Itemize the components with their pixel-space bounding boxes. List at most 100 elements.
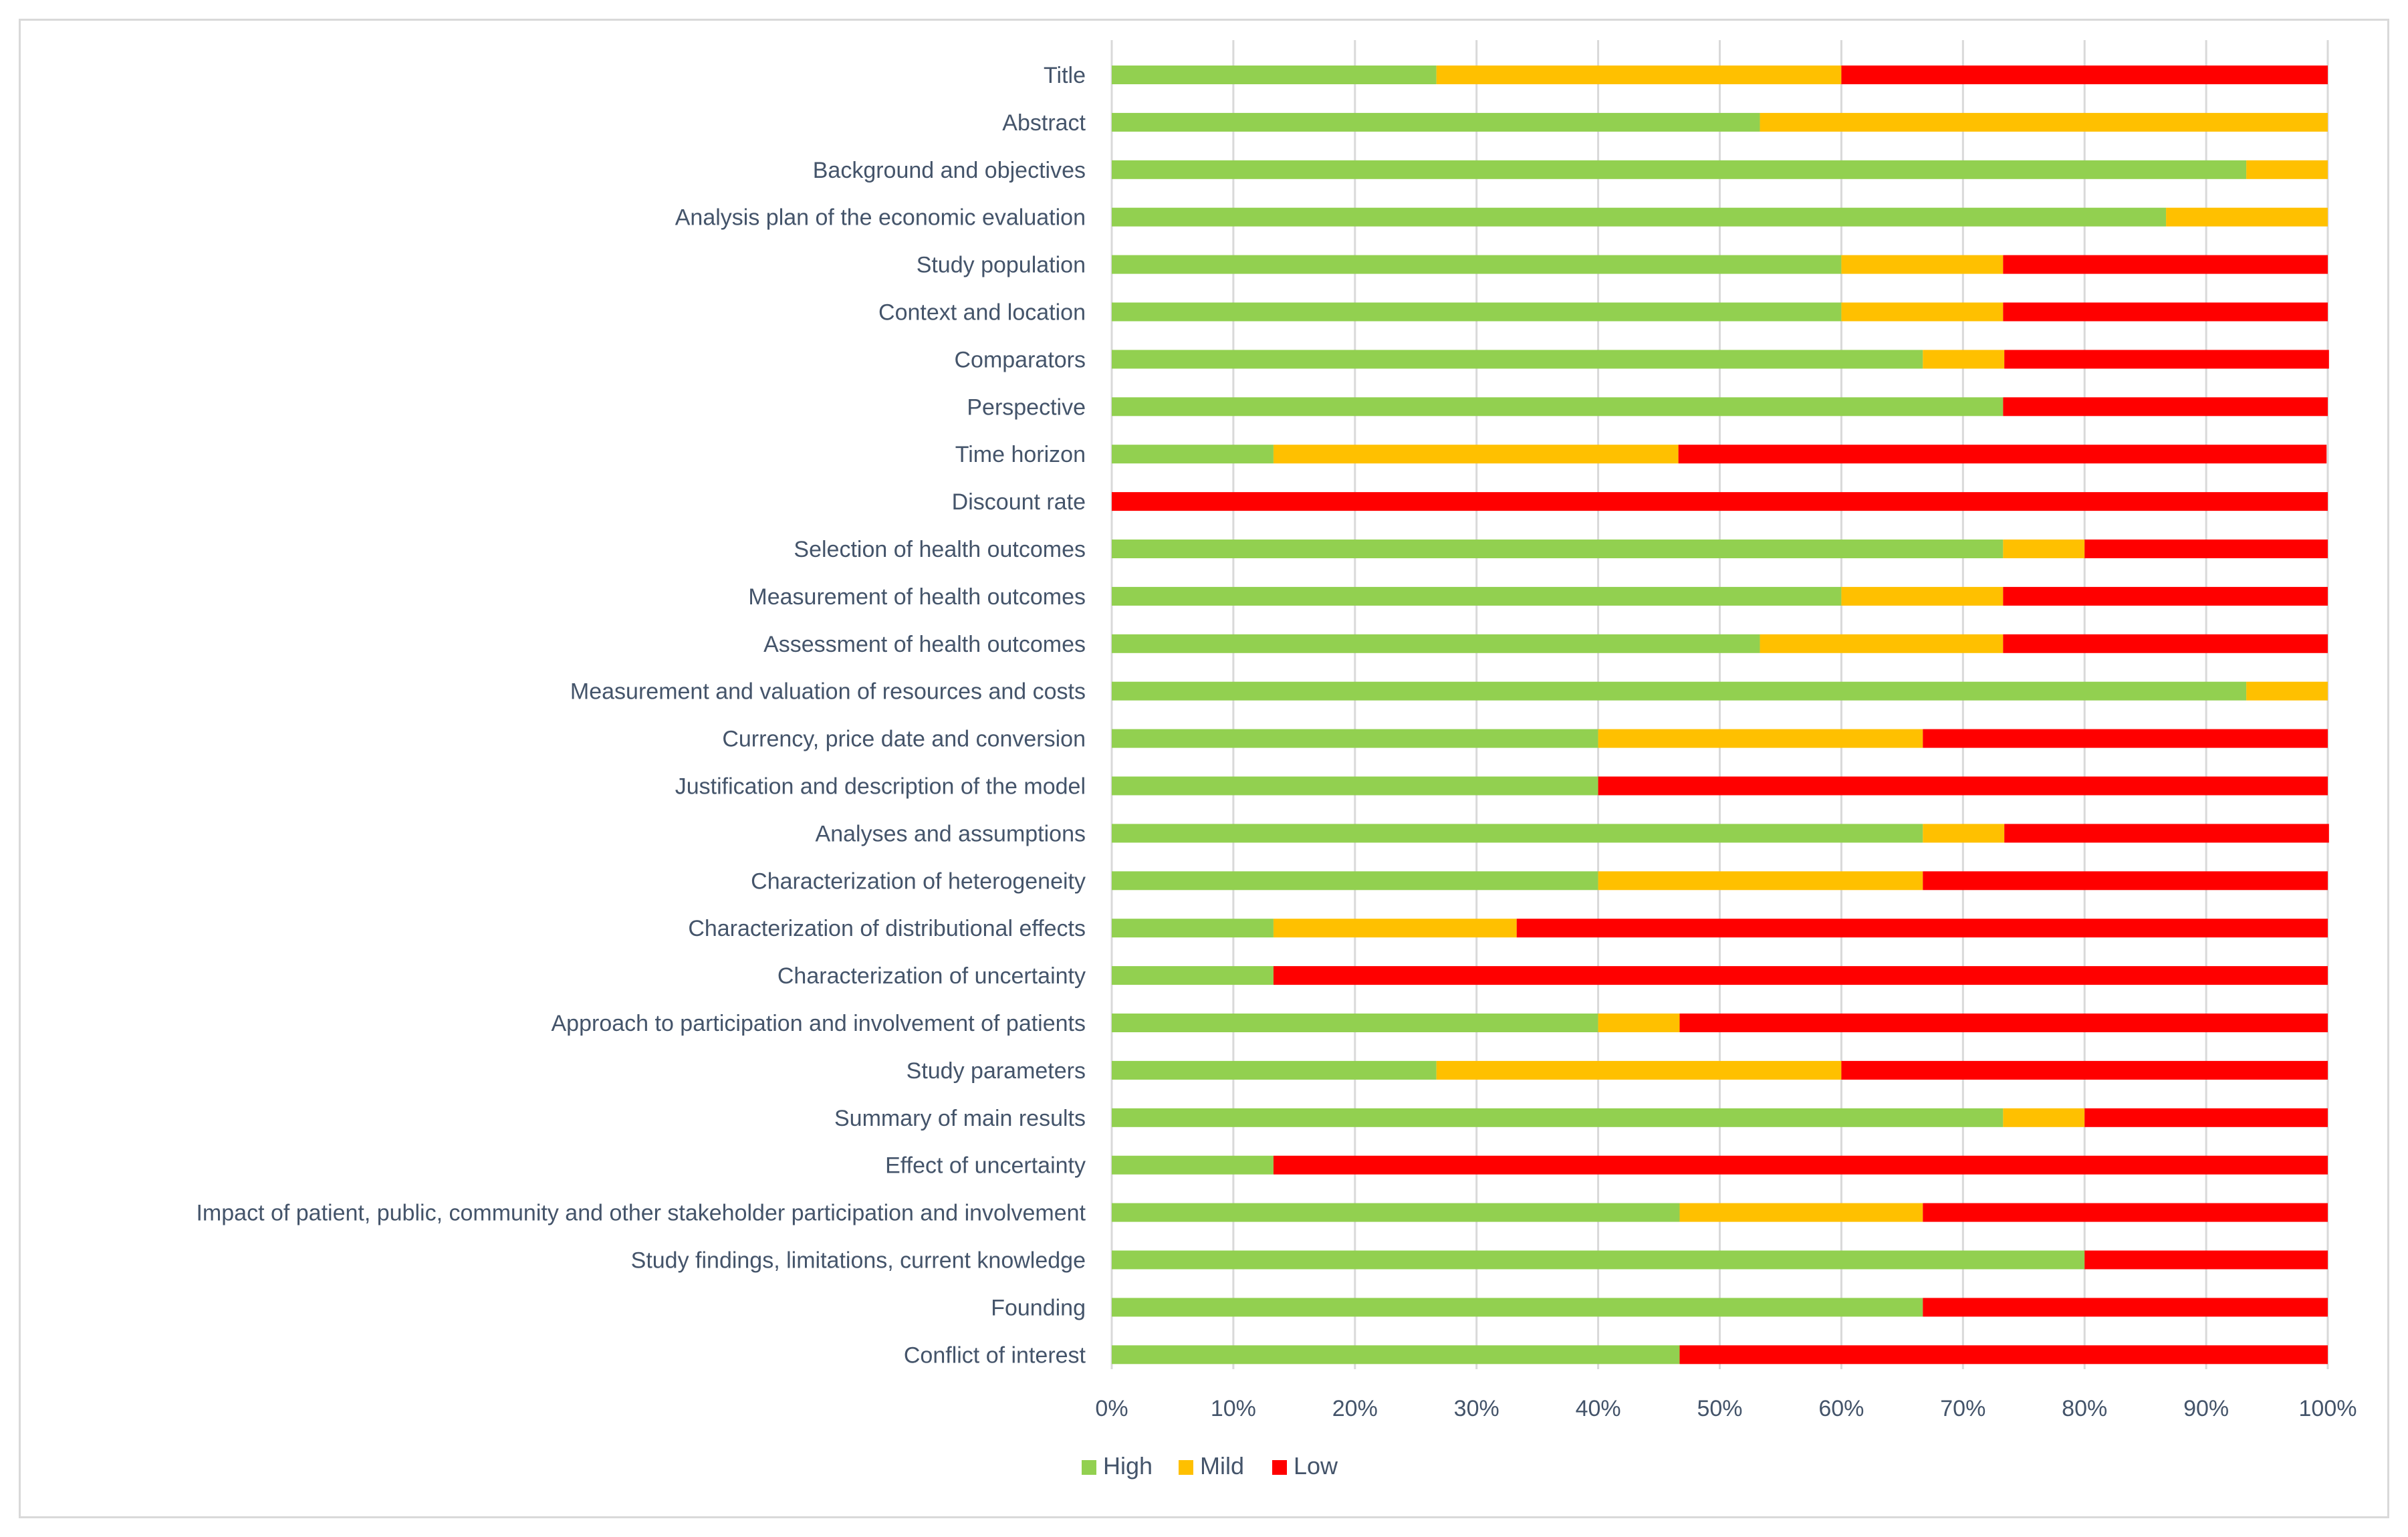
bar-segment-high: [1112, 1155, 1274, 1175]
bar-segment-mild: [2166, 207, 2328, 227]
category-label: Comparators: [954, 347, 1086, 372]
bar-segment-low: [1678, 445, 2327, 464]
bar-segment-high: [1112, 207, 2167, 227]
bars: [1112, 66, 2329, 1365]
bar-segment-mild: [1841, 302, 2004, 322]
x-tick-label: 30%: [1454, 1396, 1499, 1421]
bar-segment-low: [1841, 66, 2328, 84]
legend-label-low: Low: [1294, 1452, 1338, 1480]
bar-segment-low: [2003, 586, 2328, 606]
bar-segment-high: [1112, 302, 1842, 322]
bar-segment-low: [1516, 919, 2328, 938]
bar-segment-high: [1112, 871, 1598, 891]
x-axis-tick-labels: 0% 10% 20% 30% 40% 50% 60% 70% 80% 90% 100%: [1095, 1396, 2357, 1421]
bar-segment-low: [1923, 1298, 2328, 1317]
bar-segment-low: [2084, 1108, 2328, 1127]
x-tick-label: 90%: [2183, 1396, 2229, 1421]
bar-segment-high: [1112, 1250, 2085, 1270]
category-label: Time horizon: [955, 442, 1086, 467]
bar-segment-high: [1112, 66, 1437, 84]
bar-segment-high: [1112, 1060, 1437, 1080]
bar-segment-high: [1112, 350, 1923, 369]
bar-segment-high: [1112, 1203, 1680, 1222]
bar-segment-high: [1112, 1345, 1680, 1365]
category-label: Conflict of interest: [904, 1342, 1086, 1368]
bar-segment-mild: [1598, 871, 1923, 891]
bar-segment-low: [1273, 966, 2328, 985]
bar-segment-high: [1112, 681, 2247, 701]
bar-segment-high: [1112, 112, 1760, 132]
category-label: Effect of uncertainty: [885, 1153, 1086, 1179]
bar-segment-low: [1679, 1345, 2328, 1365]
category-label: Study parameters: [907, 1058, 1086, 1084]
bar-segment-mild: [1436, 66, 1842, 84]
bar-segment-mild: [1760, 634, 2004, 653]
bar-segment-high: [1112, 586, 1842, 606]
category-label: Characterization of distributional effec…: [688, 916, 1086, 941]
bar-segment-mild: [1923, 824, 2005, 843]
bar-segment-low: [2003, 397, 2328, 417]
bar-segment-mild: [1273, 919, 1517, 938]
category-label: Justification and description of the mod…: [675, 774, 1086, 800]
category-label: Study population: [917, 253, 1086, 278]
x-tick-label: 10%: [1211, 1396, 1256, 1421]
category-label: Analysis plan of the economic evaluation: [675, 205, 1086, 231]
category-label: Context and location: [878, 300, 1086, 326]
bar-segment-high: [1112, 540, 2004, 558]
category-labels: Title Abstract Background and objectives An…: [196, 63, 1086, 1368]
bar-segment-low: [1112, 492, 2328, 511]
bar-segment-mild: [1679, 1203, 1923, 1222]
bar-segment-mild: [2246, 681, 2328, 701]
bar-segment-high: [1112, 1298, 1923, 1317]
bar-segment-mild: [1923, 350, 2005, 369]
bar-segment-mild: [1598, 1014, 1680, 1032]
category-label: Assessment of health outcomes: [763, 632, 1086, 657]
category-label: Characterization of heterogeneity: [751, 868, 1086, 894]
x-tick-label: 0%: [1095, 1396, 1128, 1421]
bar-segment-low: [1923, 1203, 2328, 1222]
category-label: Study findings, limitations, current kno…: [631, 1248, 1086, 1274]
bar-segment-low: [2003, 634, 2328, 653]
bar-segment-low: [1273, 1155, 2328, 1175]
bar-segment-low: [2003, 255, 2328, 274]
bar-segment-high: [1112, 1014, 1598, 1032]
bar-segment-mild: [2246, 160, 2328, 179]
category-label: Background and objectives: [813, 158, 1086, 183]
category-label: Measurement of health outcomes: [748, 584, 1086, 610]
x-tick-label: 50%: [1697, 1396, 1742, 1421]
category-label: Perspective: [967, 394, 1086, 420]
category-label: Discount rate: [952, 489, 1086, 515]
legend-label-high: High: [1103, 1452, 1153, 1480]
bar-segment-high: [1112, 729, 1598, 748]
category-label: Measurement and valuation of resources a…: [570, 679, 1086, 705]
bar-segment-high: [1112, 160, 2247, 179]
category-label: Approach to participation and involvemen…: [552, 1011, 1086, 1036]
x-tick-label: 60%: [1818, 1396, 1864, 1421]
bar-segment-high: [1112, 776, 1598, 796]
category-label: Summary of main results: [834, 1106, 1086, 1131]
bar-segment-mild: [1841, 586, 2004, 606]
x-tick-label: 100%: [2299, 1396, 2357, 1421]
bar-segment-mild: [1841, 255, 2004, 274]
bar-segment-mild: [2003, 540, 2085, 558]
legend-swatch-high: [1082, 1460, 1096, 1475]
x-tick-label: 40%: [1576, 1396, 1621, 1421]
category-label: Title: [1044, 63, 1086, 88]
category-label: Selection of health outcomes: [794, 537, 1086, 562]
bar-segment-high: [1112, 397, 2004, 417]
bar-segment-high: [1112, 824, 1923, 843]
legend-swatch-low: [1272, 1460, 1287, 1475]
bar-segment-low: [1923, 871, 2328, 891]
bar-segment-low: [1679, 1014, 2328, 1032]
bar-segment-mild: [1760, 112, 2328, 132]
bar-segment-mild: [1273, 445, 1679, 464]
x-tick-label: 70%: [1940, 1396, 1985, 1421]
legend-label-mild: Mild: [1200, 1452, 1244, 1480]
bar-segment-low: [1841, 1060, 2328, 1080]
legend-swatch-mild: [1179, 1460, 1193, 1475]
bar-segment-high: [1112, 1108, 2004, 1127]
category-label: Impact of patient, public, community and…: [196, 1201, 1086, 1226]
category-label: Founding: [991, 1295, 1086, 1320]
category-label: Currency, price date and conversion: [722, 727, 1086, 752]
